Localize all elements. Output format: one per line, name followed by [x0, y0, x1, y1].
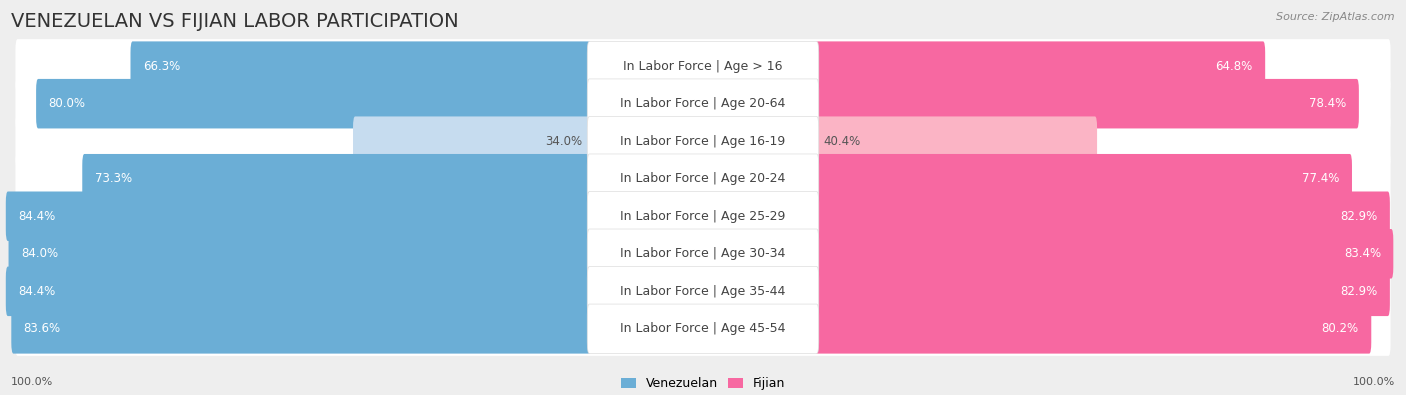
- Text: 84.0%: 84.0%: [21, 247, 58, 260]
- Text: 100.0%: 100.0%: [1353, 377, 1395, 387]
- Text: 77.4%: 77.4%: [1302, 172, 1340, 185]
- Text: In Labor Force | Age 20-64: In Labor Force | Age 20-64: [620, 97, 786, 110]
- Text: Source: ZipAtlas.com: Source: ZipAtlas.com: [1277, 12, 1395, 22]
- FancyBboxPatch shape: [588, 192, 818, 241]
- Legend: Venezuelan, Fijian: Venezuelan, Fijian: [616, 372, 790, 395]
- Text: 84.4%: 84.4%: [18, 285, 55, 298]
- FancyBboxPatch shape: [15, 264, 1391, 318]
- FancyBboxPatch shape: [814, 41, 1265, 91]
- FancyBboxPatch shape: [588, 304, 818, 354]
- Text: 82.9%: 82.9%: [1340, 285, 1378, 298]
- Text: 82.9%: 82.9%: [1340, 210, 1378, 223]
- FancyBboxPatch shape: [814, 117, 1097, 166]
- Text: In Labor Force | Age 16-19: In Labor Force | Age 16-19: [620, 135, 786, 148]
- Text: In Labor Force | Age 45-54: In Labor Force | Age 45-54: [620, 322, 786, 335]
- Text: 100.0%: 100.0%: [11, 377, 53, 387]
- Text: 78.4%: 78.4%: [1309, 97, 1347, 110]
- Text: In Labor Force | Age 25-29: In Labor Force | Age 25-29: [620, 210, 786, 223]
- Text: 84.4%: 84.4%: [18, 210, 55, 223]
- FancyBboxPatch shape: [588, 79, 818, 128]
- FancyBboxPatch shape: [6, 267, 592, 316]
- Text: 80.2%: 80.2%: [1322, 322, 1358, 335]
- FancyBboxPatch shape: [814, 229, 1393, 278]
- FancyBboxPatch shape: [588, 41, 818, 91]
- FancyBboxPatch shape: [83, 154, 592, 203]
- Text: In Labor Force | Age > 16: In Labor Force | Age > 16: [623, 60, 783, 73]
- Text: VENEZUELAN VS FIJIAN LABOR PARTICIPATION: VENEZUELAN VS FIJIAN LABOR PARTICIPATION: [11, 12, 458, 31]
- FancyBboxPatch shape: [814, 79, 1358, 128]
- FancyBboxPatch shape: [814, 267, 1391, 316]
- Text: 80.0%: 80.0%: [48, 97, 86, 110]
- Text: In Labor Force | Age 30-34: In Labor Force | Age 30-34: [620, 247, 786, 260]
- Text: 83.4%: 83.4%: [1344, 247, 1381, 260]
- FancyBboxPatch shape: [8, 229, 592, 278]
- FancyBboxPatch shape: [15, 77, 1391, 131]
- FancyBboxPatch shape: [11, 304, 592, 354]
- FancyBboxPatch shape: [131, 41, 592, 91]
- FancyBboxPatch shape: [588, 117, 818, 166]
- Text: 73.3%: 73.3%: [94, 172, 132, 185]
- FancyBboxPatch shape: [588, 154, 818, 203]
- FancyBboxPatch shape: [588, 229, 818, 278]
- FancyBboxPatch shape: [15, 114, 1391, 168]
- Text: 34.0%: 34.0%: [546, 135, 582, 148]
- FancyBboxPatch shape: [37, 79, 592, 128]
- FancyBboxPatch shape: [15, 227, 1391, 281]
- FancyBboxPatch shape: [814, 192, 1391, 241]
- Text: In Labor Force | Age 20-24: In Labor Force | Age 20-24: [620, 172, 786, 185]
- FancyBboxPatch shape: [6, 192, 592, 241]
- FancyBboxPatch shape: [15, 39, 1391, 93]
- Text: 83.6%: 83.6%: [24, 322, 60, 335]
- FancyBboxPatch shape: [588, 267, 818, 316]
- Text: 66.3%: 66.3%: [143, 60, 180, 73]
- FancyBboxPatch shape: [814, 154, 1353, 203]
- FancyBboxPatch shape: [814, 304, 1371, 354]
- FancyBboxPatch shape: [353, 117, 592, 166]
- Text: In Labor Force | Age 35-44: In Labor Force | Age 35-44: [620, 285, 786, 298]
- Text: 40.4%: 40.4%: [824, 135, 860, 148]
- FancyBboxPatch shape: [15, 302, 1391, 356]
- FancyBboxPatch shape: [15, 152, 1391, 206]
- FancyBboxPatch shape: [15, 189, 1391, 243]
- Text: 64.8%: 64.8%: [1216, 60, 1253, 73]
